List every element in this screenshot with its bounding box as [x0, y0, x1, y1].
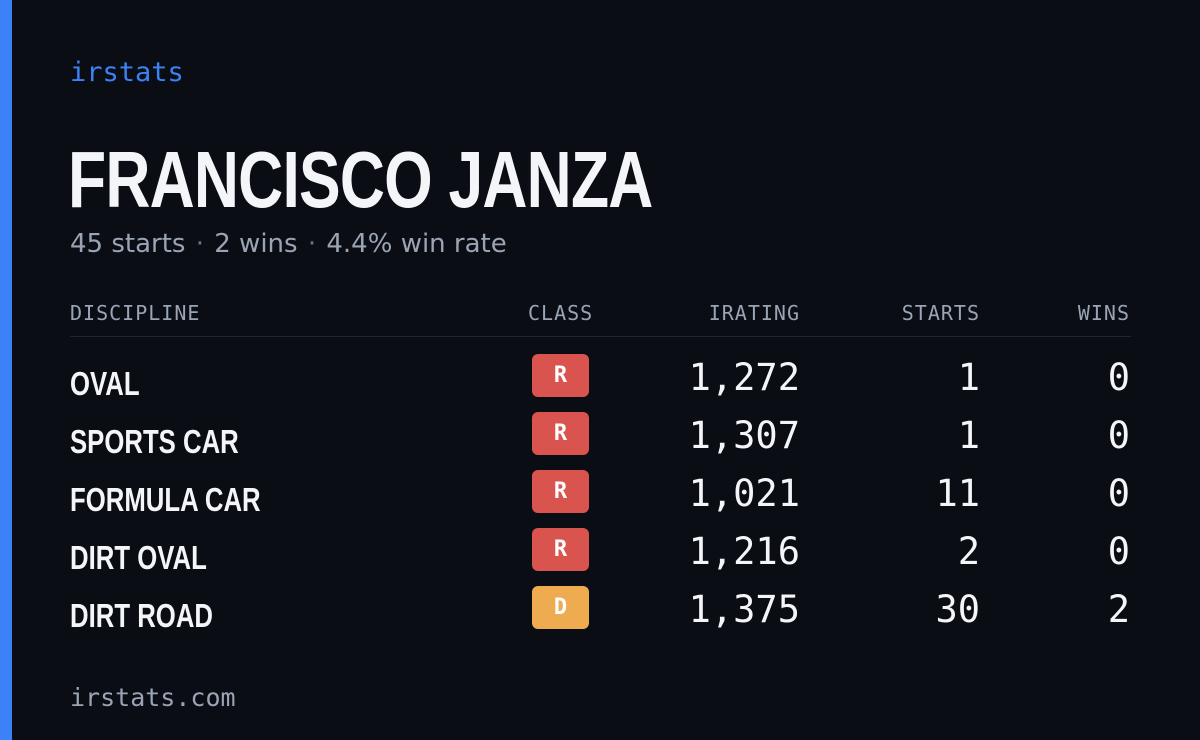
starts-value: 2 — [957, 530, 980, 573]
table-row: FORMULA CAR R 1,021 11 0 — [70, 470, 1131, 528]
irating-value: 1,375 — [688, 588, 800, 631]
driver-name: FRANCISCO JANZA — [68, 135, 653, 224]
driver-summary: 45 starts · 2 wins · 4.4% win rate — [70, 226, 507, 262]
wins-value: 0 — [1107, 414, 1130, 457]
irating-value: 1,216 — [688, 530, 800, 573]
brand-logo: irstats — [70, 57, 184, 88]
accent-bar — [0, 0, 12, 740]
summary-separator: · — [195, 229, 204, 259]
starts-value: 1 — [957, 356, 980, 399]
table-row: SPORTS CAR R 1,307 1 0 — [70, 412, 1131, 470]
header-discipline: DISCIPLINE — [70, 301, 201, 325]
class-badge: R — [532, 528, 589, 571]
wins-value: 0 — [1107, 356, 1130, 399]
irating-value: 1,307 — [688, 414, 800, 457]
discipline-name: DIRT ROAD — [70, 597, 213, 634]
irating-value: 1,272 — [688, 356, 800, 399]
summary-win-rate: 4.4% win rate — [326, 229, 507, 259]
wins-value: 0 — [1107, 472, 1130, 515]
class-badge: D — [532, 586, 589, 629]
class-badge: R — [532, 470, 589, 513]
summary-separator: · — [307, 229, 317, 259]
summary-starts: 45 starts — [70, 229, 186, 259]
class-badge: R — [532, 412, 589, 455]
starts-value: 11 — [935, 472, 980, 515]
class-badge: R — [532, 354, 589, 397]
discipline-name: DIRT OVAL — [70, 539, 207, 576]
footer-domain: irstats.com — [70, 683, 236, 712]
header-wins: WINS — [1077, 301, 1130, 325]
table-row: DIRT ROAD D 1,375 30 2 — [70, 586, 1131, 644]
discipline-name: OVAL — [70, 365, 140, 402]
wins-value: 2 — [1107, 588, 1130, 631]
table-row: OVAL R 1,272 1 0 — [70, 354, 1131, 412]
summary-wins: 2 wins — [214, 229, 298, 259]
starts-value: 30 — [935, 588, 980, 631]
discipline-name: FORMULA CAR — [70, 481, 261, 518]
starts-value: 1 — [957, 414, 980, 457]
header-starts: STARTS — [901, 301, 980, 325]
header-irating: IRATING — [708, 301, 800, 325]
discipline-name: SPORTS CAR — [70, 423, 239, 460]
table-row: DIRT OVAL R 1,216 2 0 — [70, 528, 1131, 586]
wins-value: 0 — [1107, 530, 1130, 573]
irating-value: 1,021 — [688, 472, 800, 515]
header-class: CLASS — [528, 301, 594, 325]
table-header: DISCIPLINE CLASS IRATING STARTS WINS — [70, 298, 1131, 337]
